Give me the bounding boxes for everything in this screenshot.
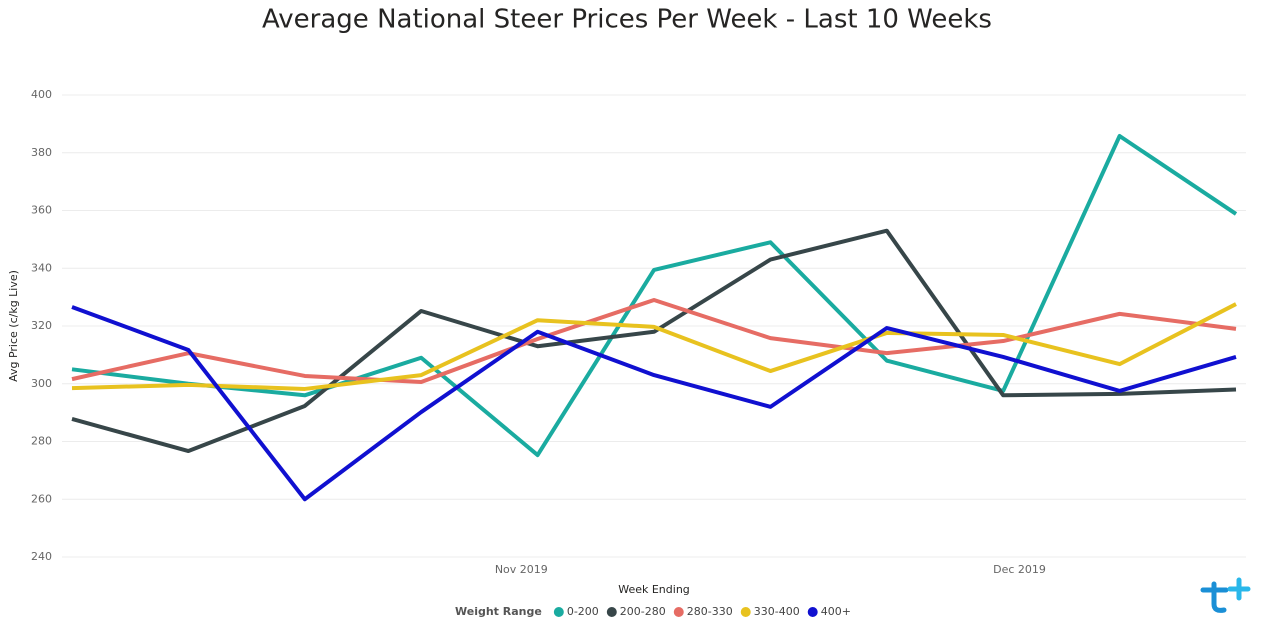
x-tick-label: Dec 2019 [993,563,1046,576]
legend-marker [673,607,684,617]
y-tick-label: 380 [31,146,52,159]
x-tick-label: Nov 2019 [495,563,548,576]
y-tick-label: 280 [31,435,52,448]
legend-label: 200-280 [620,605,666,618]
y-tick-label: 340 [31,261,52,274]
series-line [71,228,1237,454]
legend-label: 400+ [821,605,851,618]
series-line [71,298,1237,385]
y-tick-label: 360 [31,204,52,217]
series-line [71,134,1238,458]
y-tick-label: 240 [31,550,52,563]
legend-marker [807,607,818,617]
legend-marker [740,607,751,617]
series-line [71,305,1237,502]
legend-label: 0-200 [567,605,599,618]
series-line [71,302,1237,391]
legend-marker [606,607,617,617]
legend-marker [553,607,564,617]
chart-title: Average National Steer Prices Per Week -… [262,5,992,35]
legend-title: Weight Range [455,605,542,618]
x-axis-title: Week Ending [618,583,690,596]
y-tick-label: 300 [31,377,52,390]
y-tick-label: 260 [31,492,52,505]
logo [1200,577,1251,613]
y-axis-title: Avg Price (c/kg Live) [7,270,20,382]
y-tick-label: 320 [31,319,52,332]
legend-label: 280-330 [687,605,733,618]
y-tick-label: 400 [31,88,52,101]
legend-label: 330-400 [754,605,800,618]
